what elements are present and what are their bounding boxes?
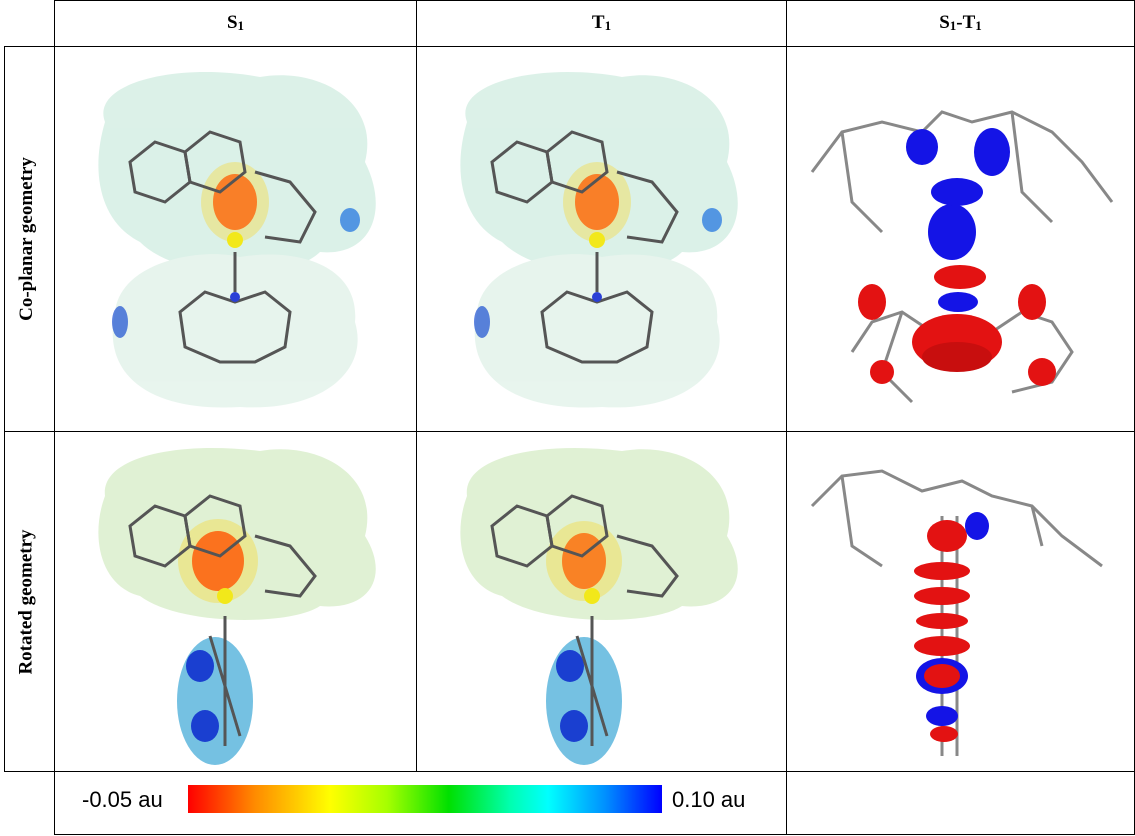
rule-top bbox=[54, 0, 1135, 1]
rule-header bbox=[4, 46, 1135, 47]
esp-map-coplanar-t1 bbox=[422, 52, 782, 426]
esp-map-rotated-t1 bbox=[422, 436, 782, 768]
rule-col2 bbox=[416, 0, 417, 772]
density-difference-coplanar bbox=[792, 52, 1130, 426]
density-difference-rotated bbox=[792, 436, 1130, 768]
colorbar-gradient bbox=[188, 785, 662, 813]
rule-col1 bbox=[54, 0, 55, 835]
colorbar-min-label: -0.05 au bbox=[82, 787, 163, 812]
column-header-s1-t1: S 1 -T 1 bbox=[939, 12, 982, 33]
rule-lower bbox=[4, 771, 1135, 772]
esp-map-rotated-s1 bbox=[60, 436, 412, 768]
rule-bottom bbox=[54, 834, 1135, 835]
esp-map-coplanar-s1 bbox=[60, 52, 412, 426]
row-label-coplanar: Co-planar geometry bbox=[16, 157, 38, 321]
rule-left bbox=[4, 46, 5, 772]
colorbar-max-label: 0.10 au bbox=[672, 787, 746, 812]
rule-col3 bbox=[786, 0, 787, 835]
row-label-rotated: Rotated geometry bbox=[16, 528, 37, 675]
rule-middle bbox=[4, 431, 1135, 432]
